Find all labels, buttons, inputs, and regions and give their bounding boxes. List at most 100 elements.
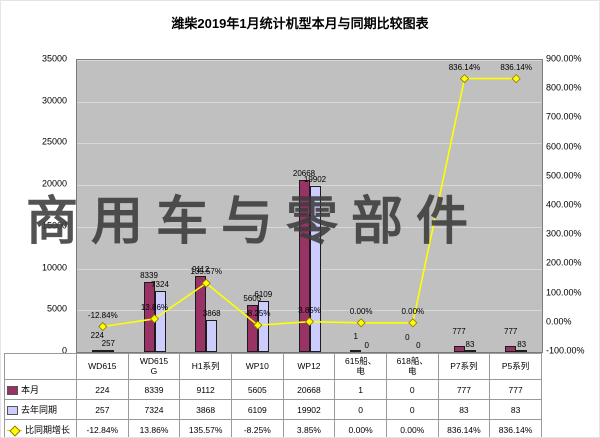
bar-last-year [516,350,528,352]
table-cell: 0 [385,379,439,400]
right-axis-tick-label: 200.00% [546,257,582,268]
table-cell: 83 [437,399,491,420]
line-marker-diamond [459,74,470,84]
table-cell: 5605 [230,379,284,400]
table-cell: 9112 [179,379,232,400]
bar-this-month [505,346,517,352]
gridline [77,60,542,61]
table-cell: -8.25% [230,419,284,437]
table-cell: 0 [334,399,387,420]
bar-value-label: 0 [405,333,410,342]
legend-diamond-marker [9,425,21,437]
table-cell: 257 [76,399,129,420]
bar-value-label: 224 [90,331,104,340]
table-cell: 777 [437,379,491,400]
bar-value-label: 83 [465,340,475,349]
line-value-label: 0.00% [349,306,373,316]
category-label: 618船、 电 [385,353,439,380]
bar-last-year [464,350,476,352]
table-corner-cell [4,353,77,380]
table-cell: 20668 [282,379,336,400]
legend-row-header: 本月 [4,379,77,400]
bar-value-label: 1 [353,332,358,341]
bar-value-label: 257 [101,339,115,348]
line-value-label: 13.86% [140,302,169,312]
right-axis-tick-label: 700.00% [546,111,582,122]
data-table-legend: WD615 WD615 G H1系列 WP10 WP12 615船、 电 618船、 电 P7… [4,353,542,437]
bar-value-label: 7324 [151,280,169,289]
table-cell: -12.84% [76,419,129,437]
right-axis-tick-label: 400.00% [546,199,582,210]
line-marker-diamond [356,318,366,328]
line-marker-diamond [98,321,108,332]
line-marker-diamond [408,318,418,328]
table-cell: 13.86% [127,419,181,437]
line-value-label: 3.85% [298,305,321,315]
line-value-label: 135.57% [190,267,222,277]
table-cell: 8339 [127,379,181,400]
line-value-label: 836.14% [500,62,532,72]
left-axis-tick-label: 30000 [41,95,67,106]
table-cell: 135.57% [179,419,232,437]
left-axis-tick-label: 25000 [41,136,67,147]
line-value-label: -8.25% [245,309,271,319]
left-axis-tick-label: 5000 [46,303,67,314]
table-cell: 7324 [127,399,181,420]
legend-series-name: 去年同期 [21,405,58,415]
legend-row-header: 比同期增长 [4,419,77,437]
bar-last-year [206,320,218,352]
table-cell: 19902 [282,399,336,420]
bar-value-label: 777 [504,327,518,336]
bar-value-label: 19902 [303,175,327,184]
bar-value-label: 0 [416,341,421,350]
legend-swatch-this-month [7,386,18,396]
line-value-label: -12.84% [87,310,118,320]
table-cell: 224 [76,379,129,400]
legend-series-name: 比同期增长 [25,425,71,435]
left-axis-tick-label: 35000 [41,53,67,64]
gridline [77,143,542,145]
table-row-last-year: 去年同期 257 7324 3868 6109 19902 0 0 83 83 [4,399,542,420]
table-cell: 0.00% [385,419,439,437]
legend-swatch-growth-line [7,425,22,437]
category-label: 615船、 电 [334,353,387,380]
bar-this-month [350,350,362,352]
category-label: WD615 [76,353,129,380]
bar-last-year [154,291,166,352]
table-cell: 836.14% [437,419,491,437]
category-label: H1系列 [179,353,232,380]
category-label: WP10 [230,353,284,380]
line-marker-diamond [511,74,521,84]
bar-value-label: 0 [364,341,369,350]
bar-last-year [102,350,114,352]
bar-value-label: 83 [517,340,527,349]
chart-title: 潍柴2019年1月统计机型本月与同期比较图表 [171,16,429,31]
left-axis-tick-label: 10000 [41,262,67,273]
left-axis-tick-label: 15000 [41,220,67,231]
bar-value-label: 3868 [202,309,221,318]
left-axis-tick-label: 0 [61,345,67,356]
table-header-row: WD615 WD615 G H1系列 WP10 WP12 615船、 电 618船、 电 P7… [4,353,542,380]
right-axis-tick-label: 100.00% [546,287,582,298]
table-row-this-month: 本月 224 8339 9112 5605 20668 1 0 777 777 [4,379,542,400]
watermark-text: 商用车与零部件 [26,194,482,251]
right-axis-tick-label: 0.00% [546,316,572,327]
table-cell: 777 [489,379,542,400]
left-y-axis: 0 5000 10000 15000 20000 25000 30000 35000 [19,54,71,355]
category-label: WP12 [282,353,336,380]
table-cell: 6109 [230,399,284,420]
bar-value-label: 6109 [254,290,273,299]
right-y-axis: -100.00% 0.00% 100.00% 200.00% 300.00% 400.00… [544,54,599,355]
table-cell: 3868 [179,399,232,420]
plot-area: 224 8339 9112 5605 20668 1 0 777 777 257 7324 3868 6… [76,59,543,353]
table-cell: 0 [385,399,439,420]
gridline [77,101,542,103]
bar-value-label: 8339 [140,271,158,280]
table-cell: 0.00% [334,419,387,437]
table-cell: 3.85% [282,419,336,437]
right-axis-tick-label: 500.00% [546,170,582,181]
left-axis-tick-label: 20000 [41,178,67,189]
right-axis-tick-label: 300.00% [546,228,582,239]
right-axis-tick-label: 800.00% [546,82,582,93]
